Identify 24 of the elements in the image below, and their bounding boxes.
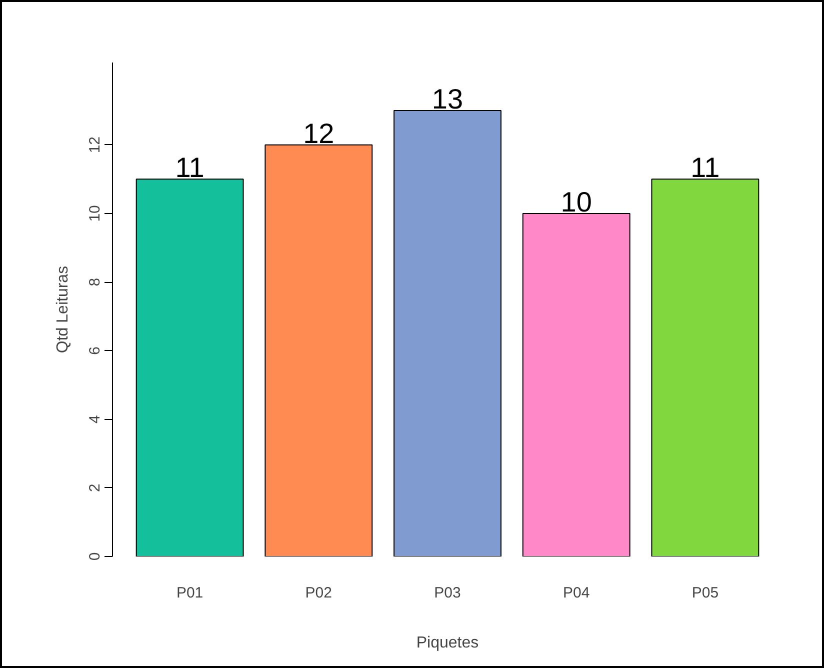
x-tick-label: P01 [176, 584, 204, 602]
data-label: 13 [432, 84, 464, 115]
y-tick-label: 6 [86, 346, 104, 355]
x-tick-label: P05 [692, 584, 719, 602]
bar [522, 212, 630, 556]
bar [651, 178, 760, 556]
x-axis-title: Piquetes [416, 634, 479, 652]
data-label: 12 [303, 118, 334, 149]
x-tick-label: P04 [563, 584, 590, 602]
y-tick-label: 0 [86, 552, 104, 561]
y-tick-label: 2 [86, 484, 104, 492]
bar [394, 110, 502, 556]
y-axis-title: Qtd Leituras [54, 266, 72, 354]
y-tick-label: 8 [86, 278, 104, 286]
data-label: 11 [690, 152, 720, 184]
bar [136, 178, 244, 556]
y-tick-label: 4 [86, 415, 104, 424]
x-tick-label: P02 [305, 584, 332, 602]
x-tick-label: P03 [434, 584, 461, 602]
data-label: 10 [560, 186, 592, 218]
bar [264, 144, 373, 556]
y-tick-label: 10 [86, 205, 104, 222]
data-label: 11 [175, 152, 204, 184]
y-tick-label: 12 [86, 136, 104, 154]
